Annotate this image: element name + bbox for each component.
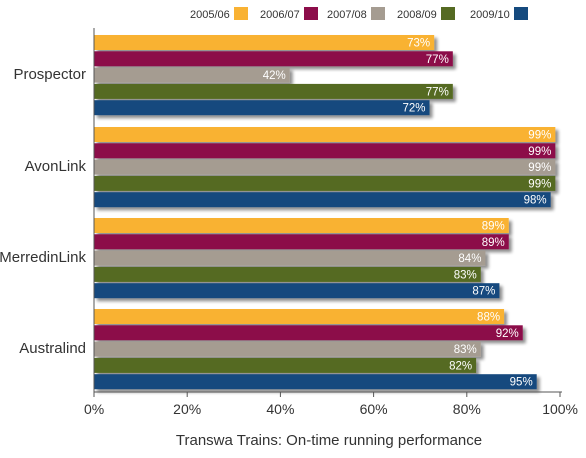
category-label: Australind <box>19 340 86 357</box>
category-label: AvonLink <box>25 158 87 175</box>
legend-label: 2007/08 <box>327 9 367 21</box>
value-label: 99% <box>528 146 551 158</box>
x-tick-label: 60% <box>360 401 388 417</box>
x-tick-label: 100% <box>542 401 578 417</box>
legend-swatch <box>304 7 318 20</box>
x-tick-label: 20% <box>173 401 201 417</box>
value-label: 77% <box>426 86 449 98</box>
bars-group: 73%77%42%77%72%Prospector99%99%99%99%98%… <box>0 35 556 390</box>
axes-group: 0% 20% 40% 60% 80% 100% <box>84 28 578 417</box>
x-tick-label: 40% <box>266 401 294 417</box>
value-label: 87% <box>472 286 495 298</box>
bar-merredinlink-2009-10 <box>94 283 500 299</box>
x-tick-label: 0% <box>84 401 104 417</box>
value-label: 84% <box>458 253 481 265</box>
bar-avonlink-2007-08 <box>94 159 556 175</box>
value-label: 92% <box>496 328 519 340</box>
bar-prospector-2005-06 <box>94 35 435 50</box>
chart-title: Transwa Trains: On-time running performa… <box>176 432 482 449</box>
bar-prospector-2009-10 <box>94 100 430 116</box>
value-label: 77% <box>426 54 449 66</box>
value-label: 95% <box>510 377 533 389</box>
value-label: 73% <box>407 38 430 50</box>
bar-merredinlink-2006-07 <box>94 234 509 250</box>
value-label: 98% <box>524 195 547 207</box>
value-label: 83% <box>454 269 477 281</box>
value-label: 99% <box>528 162 551 174</box>
value-label: 72% <box>402 103 425 115</box>
bar-australind-2005-06 <box>94 309 505 324</box>
legend: 2005/06 2006/07 2007/08 2008/09 2009/10 <box>190 7 528 21</box>
x-tick-label: 80% <box>453 401 481 417</box>
legend-label: 2006/07 <box>260 9 300 21</box>
bar-merredinlink-2008-09 <box>94 266 481 282</box>
legend-swatch <box>371 7 385 20</box>
category-label: MerredinLink <box>0 249 86 266</box>
bar-avonlink-2009-10 <box>94 192 551 208</box>
bar-prospector-2008-09 <box>94 83 453 99</box>
bar-avonlink-2006-07 <box>94 143 556 159</box>
value-label: 89% <box>482 237 505 249</box>
bar-avonlink-2005-06 <box>94 127 556 142</box>
legend-label: 2005/06 <box>190 9 230 21</box>
value-label: 99% <box>528 130 551 142</box>
bar-avonlink-2008-09 <box>94 175 556 191</box>
bar-australind-2007-08 <box>94 341 481 357</box>
bar-australind-2008-09 <box>94 357 477 373</box>
bar-merredinlink-2007-08 <box>94 250 486 266</box>
bar-merredinlink-2005-06 <box>94 218 509 233</box>
bar-prospector-2006-07 <box>94 51 453 67</box>
value-label: 89% <box>482 221 505 233</box>
legend-label: 2008/09 <box>397 9 437 21</box>
category-label: Prospector <box>13 66 86 83</box>
value-label: 42% <box>263 70 286 82</box>
legend-swatch <box>441 7 455 20</box>
bar-australind-2006-07 <box>94 325 523 341</box>
legend-swatch <box>514 7 528 20</box>
value-label: 99% <box>528 178 551 190</box>
value-label: 88% <box>477 312 500 324</box>
legend-label: 2009/10 <box>470 9 510 21</box>
bar-prospector-2007-08 <box>94 67 290 83</box>
value-label: 82% <box>449 360 472 372</box>
legend-swatch <box>234 7 248 20</box>
value-label: 83% <box>454 344 477 356</box>
bar-australind-2009-10 <box>94 374 537 390</box>
